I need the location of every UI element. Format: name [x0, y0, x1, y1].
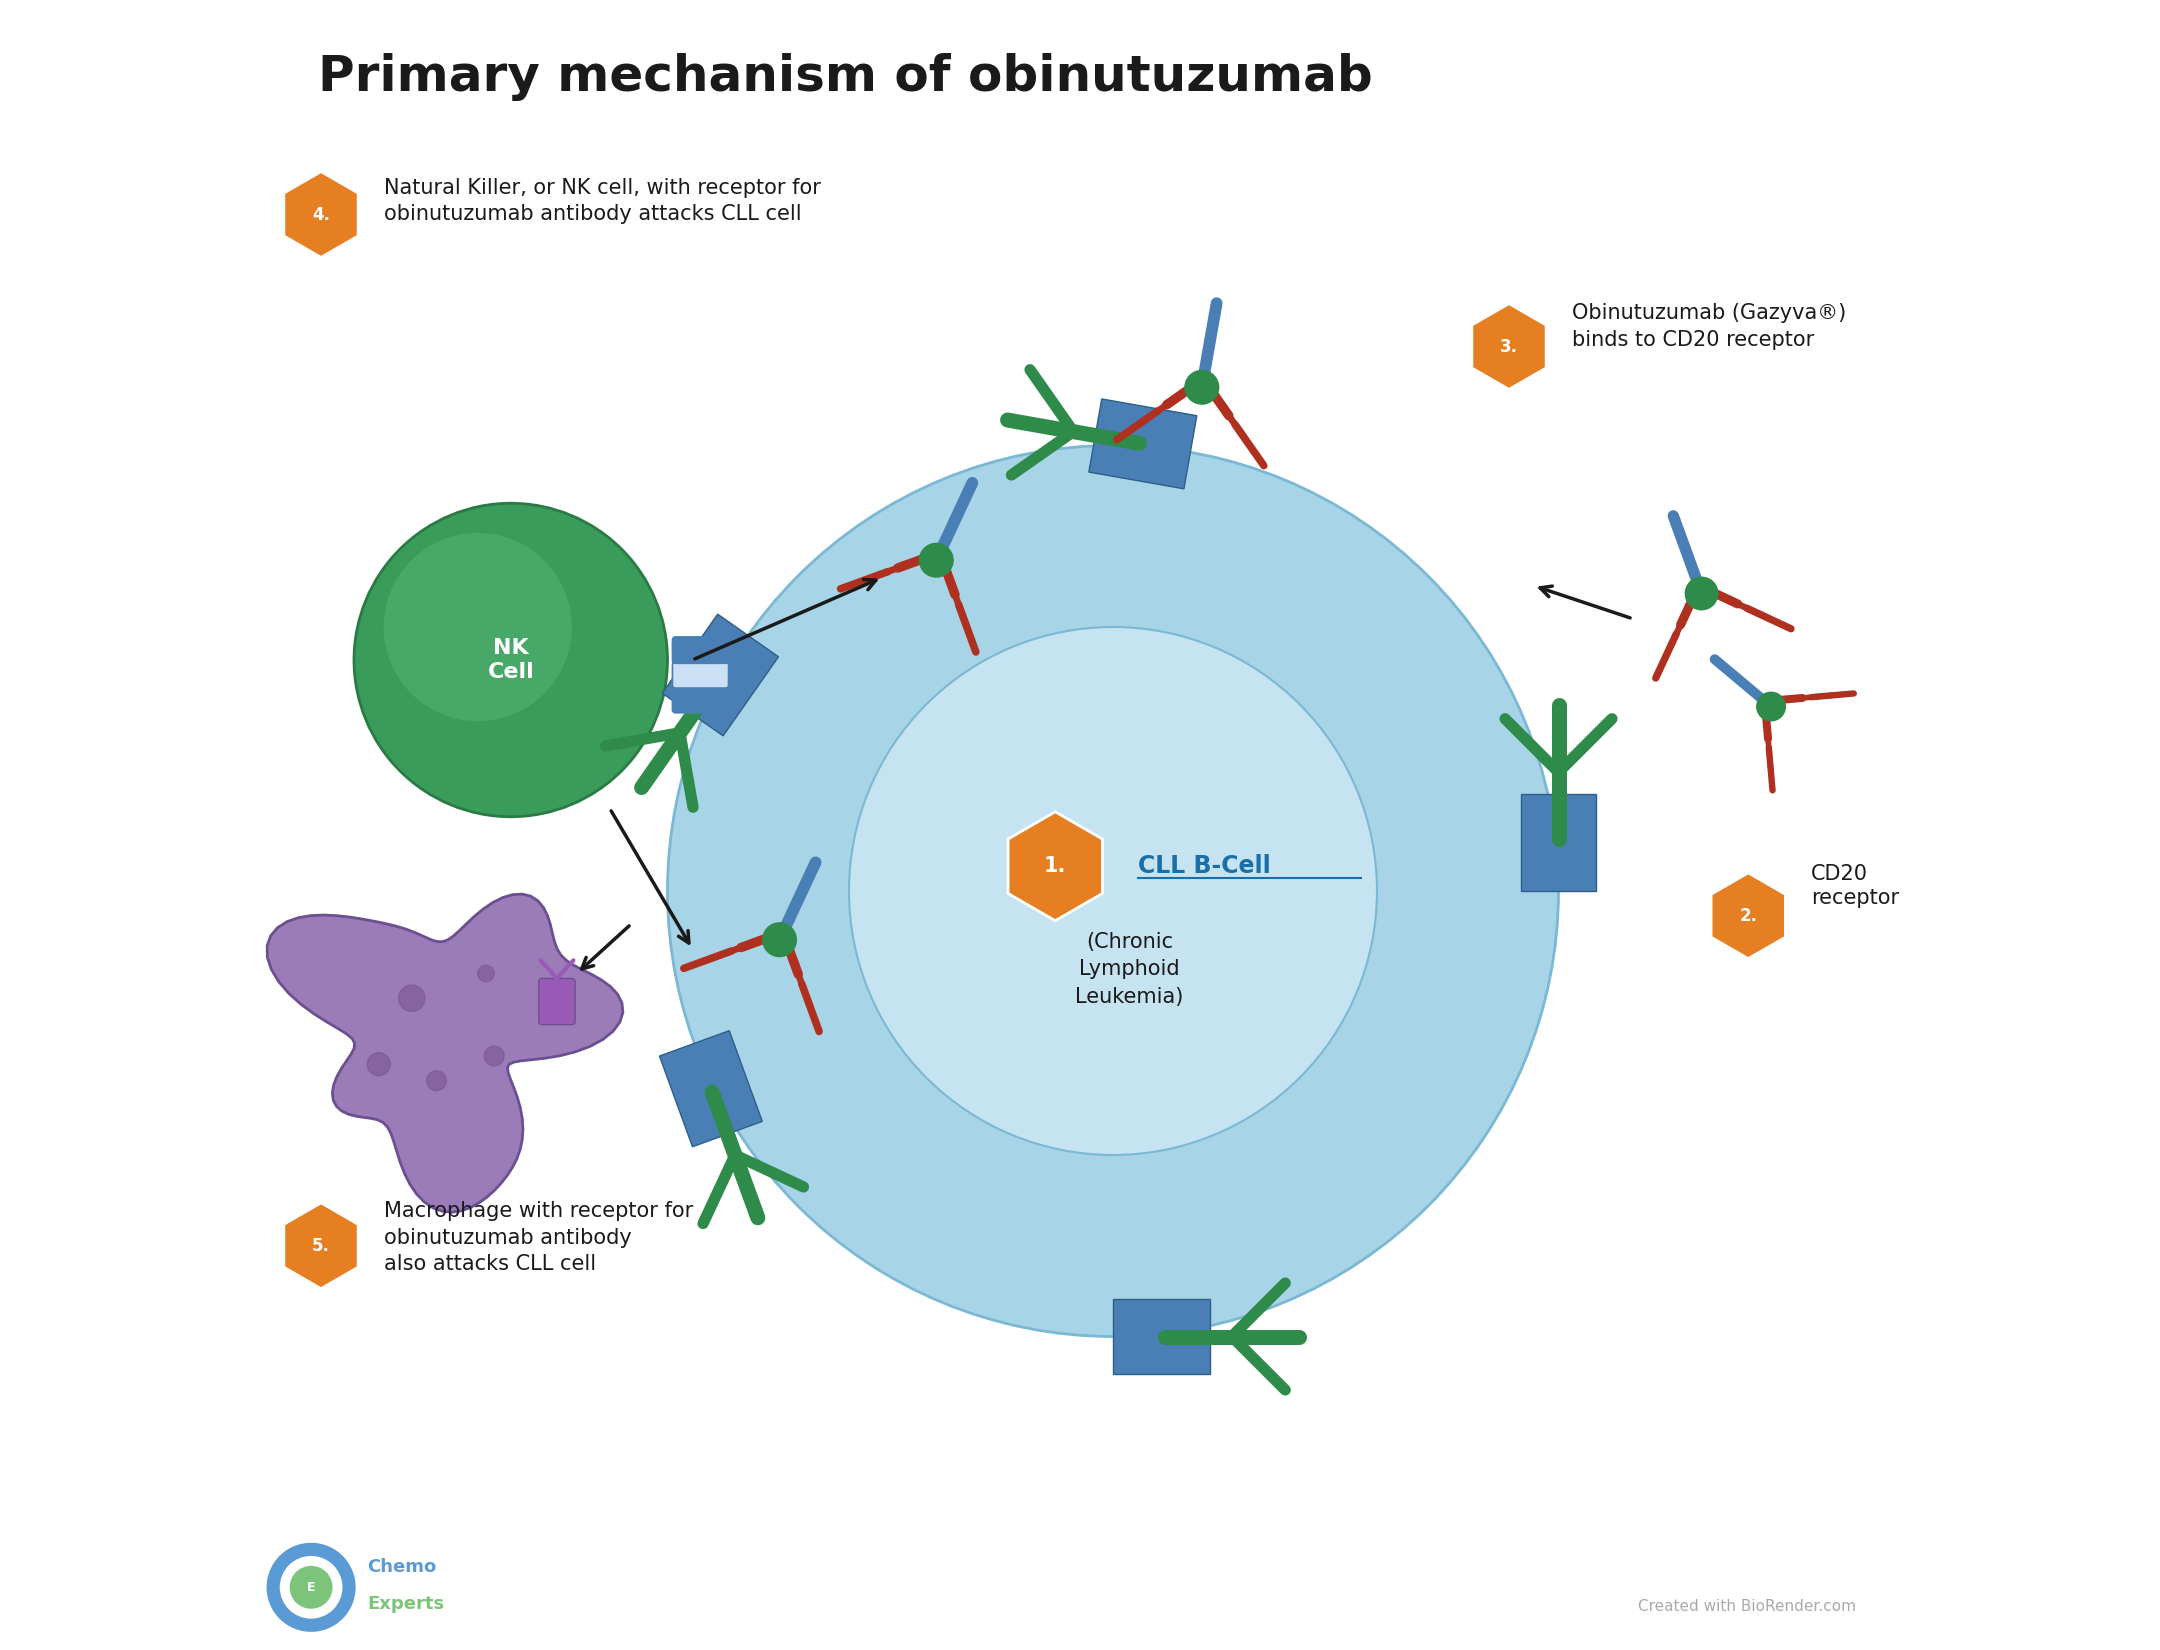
Circle shape	[281, 1556, 343, 1619]
Polygon shape	[1711, 873, 1786, 959]
Text: E: E	[307, 1581, 315, 1594]
Text: CLL B-Cell: CLL B-Cell	[1138, 855, 1270, 878]
Circle shape	[1186, 371, 1218, 404]
FancyBboxPatch shape	[538, 978, 575, 1025]
Text: CD20
receptor: CD20 receptor	[1810, 863, 1899, 909]
Text: Obinutuzumab (Gazyva®)
binds to CD20 receptor: Obinutuzumab (Gazyva®) binds to CD20 rec…	[1572, 304, 1847, 350]
Circle shape	[289, 1566, 333, 1609]
Text: 5.: 5.	[311, 1238, 330, 1254]
Text: Created with BioRender.com: Created with BioRender.com	[1637, 1599, 1855, 1614]
Text: Natural Killer, or NK cell, with receptor for
obinutuzumab antibody attacks CLL : Natural Killer, or NK cell, with recepto…	[384, 178, 821, 224]
Polygon shape	[659, 1031, 762, 1147]
Circle shape	[477, 965, 495, 982]
Circle shape	[400, 985, 426, 1011]
Polygon shape	[1089, 399, 1197, 488]
Circle shape	[849, 627, 1378, 1155]
Circle shape	[384, 533, 572, 721]
Polygon shape	[268, 894, 622, 1213]
Polygon shape	[283, 1203, 359, 1289]
Circle shape	[367, 1053, 391, 1076]
Text: 4.: 4.	[311, 206, 330, 223]
Text: NK
Cell: NK Cell	[488, 637, 534, 683]
Text: 1.: 1.	[1043, 856, 1067, 876]
FancyBboxPatch shape	[672, 686, 728, 713]
Polygon shape	[663, 614, 778, 736]
Circle shape	[762, 922, 797, 957]
Circle shape	[920, 543, 953, 578]
Text: 2.: 2.	[1739, 908, 1758, 924]
Text: 3.: 3.	[1499, 338, 1518, 355]
Polygon shape	[1471, 304, 1547, 389]
Circle shape	[484, 1046, 503, 1066]
Polygon shape	[1009, 812, 1102, 921]
Circle shape	[1756, 693, 1786, 721]
Text: Chemo: Chemo	[367, 1559, 436, 1576]
FancyBboxPatch shape	[672, 662, 728, 688]
Polygon shape	[1112, 1300, 1210, 1373]
Text: Primary mechanism of obinutuzumab: Primary mechanism of obinutuzumab	[318, 53, 1372, 101]
Polygon shape	[1521, 794, 1596, 891]
Circle shape	[1685, 578, 1717, 610]
Circle shape	[354, 503, 667, 817]
Circle shape	[428, 1071, 447, 1091]
Text: Experts: Experts	[367, 1596, 445, 1612]
Circle shape	[266, 1543, 356, 1632]
FancyBboxPatch shape	[672, 637, 728, 663]
Text: Macrophage with receptor for
obinutuzumab antibody
also attacks CLL cell: Macrophage with receptor for obinutuzuma…	[384, 1201, 693, 1274]
Circle shape	[667, 446, 1560, 1337]
Polygon shape	[283, 172, 359, 257]
Text: (Chronic
Lymphoid
Leukemia): (Chronic Lymphoid Leukemia)	[1076, 932, 1184, 1006]
